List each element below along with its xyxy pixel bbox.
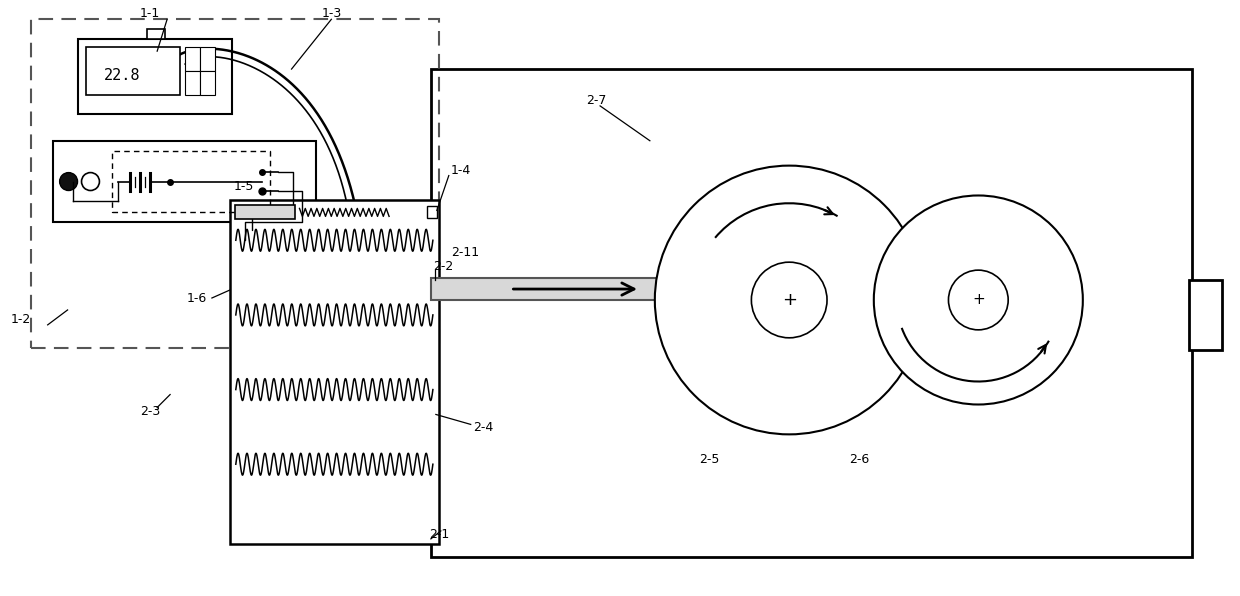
Text: 1-6: 1-6 (187, 291, 207, 305)
Bar (78, 39, 232, 114)
Text: +: + (781, 291, 797, 309)
Text: 22.8: 22.8 (103, 67, 140, 82)
Text: 2-6: 2-6 (848, 453, 869, 465)
Bar (185, 71, 200, 95)
Text: 2-11: 2-11 (451, 246, 479, 259)
Bar (113, 151, 269, 212)
Text: 2-1: 2-1 (429, 529, 449, 541)
Bar (430, 278, 968, 300)
Text: 1-1: 1-1 (140, 7, 160, 20)
Bar (200, 47, 215, 71)
Bar (31, 19, 439, 348)
Text: 1-3: 1-3 (321, 7, 341, 20)
Text: +: + (972, 293, 985, 308)
Bar (52, 141, 316, 222)
Circle shape (751, 262, 827, 338)
Text: 1-5: 1-5 (233, 180, 254, 193)
Circle shape (949, 270, 1008, 330)
Circle shape (655, 166, 924, 434)
Text: 1-4: 1-4 (451, 164, 471, 177)
Bar (200, 71, 215, 95)
Bar (427, 206, 436, 218)
Bar (229, 200, 439, 544)
Text: 2-2: 2-2 (433, 260, 453, 272)
Bar (430, 69, 1193, 557)
Bar (1189, 280, 1223, 350)
Text: 2-3: 2-3 (140, 405, 160, 418)
Bar (185, 47, 200, 71)
Circle shape (874, 195, 1083, 405)
Bar (86, 47, 180, 95)
Bar (148, 29, 165, 39)
Text: 2-5: 2-5 (699, 453, 719, 465)
Text: 1-2: 1-2 (11, 313, 31, 327)
Text: 2-4: 2-4 (472, 421, 494, 434)
Circle shape (82, 173, 99, 191)
Bar (234, 206, 295, 219)
Circle shape (60, 173, 78, 191)
Text: 2-7: 2-7 (587, 94, 606, 107)
